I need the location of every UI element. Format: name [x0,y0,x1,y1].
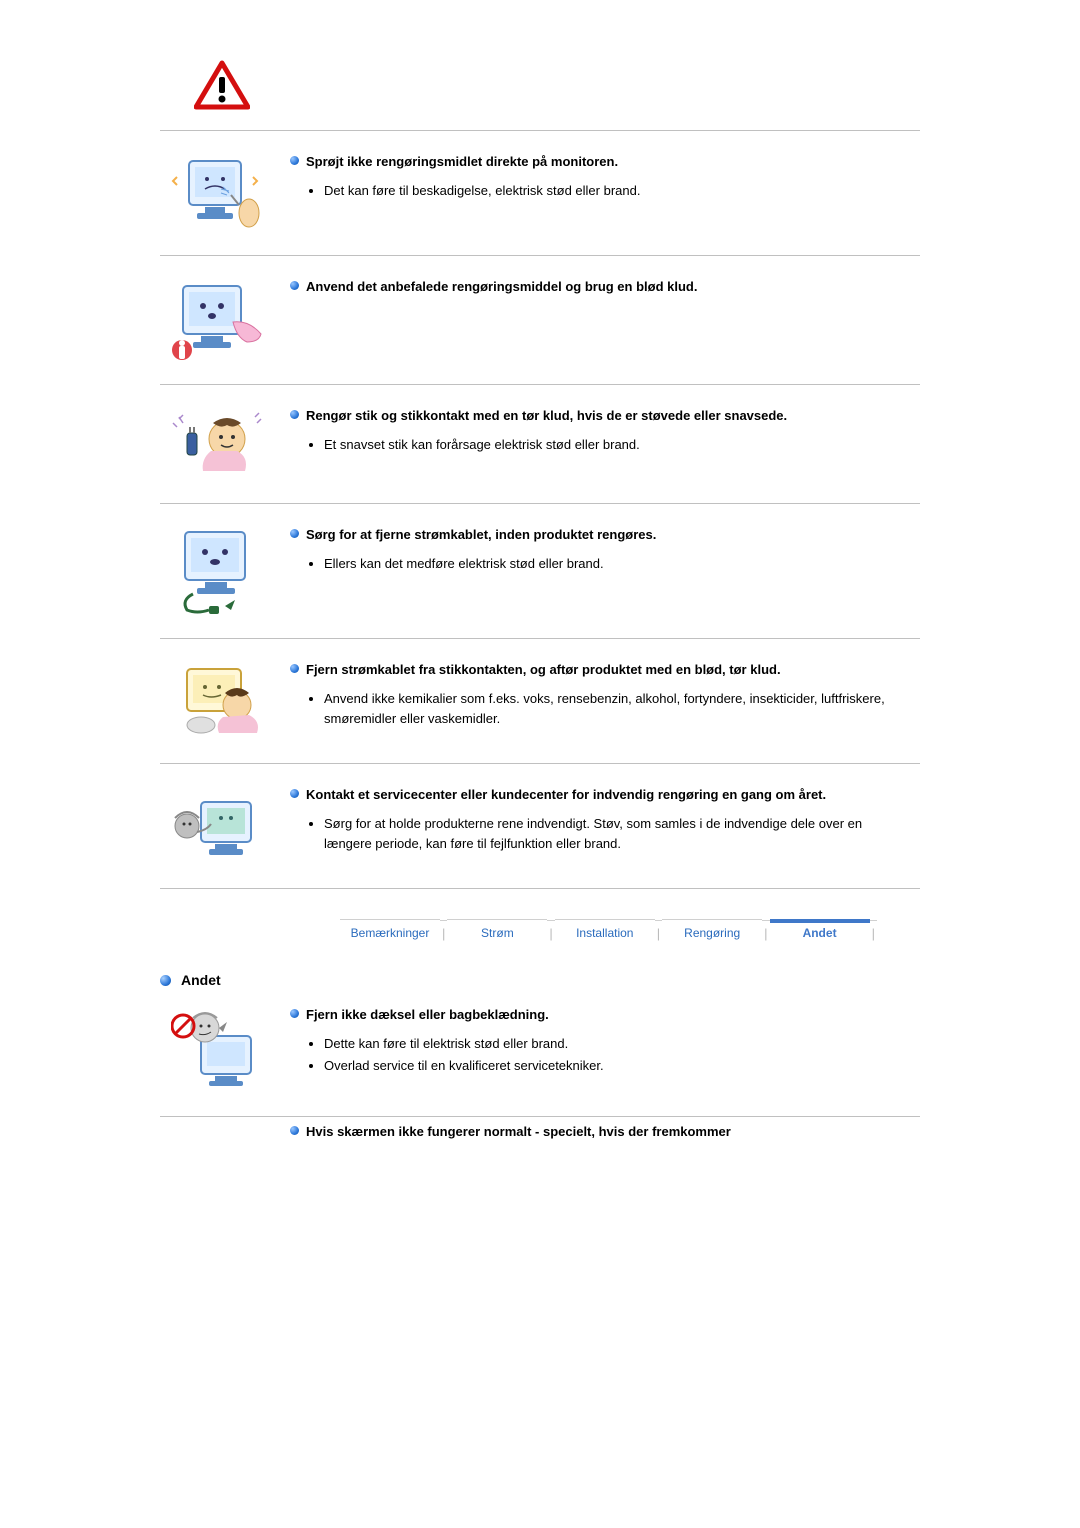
safety-section: Fjern strømkablet fra stikkontakten, og … [160,638,920,763]
tab-separator: | [762,920,769,946]
divider [160,1116,920,1117]
warning-triangle-icon [194,60,920,110]
no-cover-icon [171,1008,269,1088]
plug-clean-icon [171,409,269,481]
section-title: Fjern strømkablet fra stikkontakten, og … [290,661,890,679]
section-header-label: Andet [181,972,221,988]
section-title: Hvis skærmen ikke fungerer normalt - spe… [290,1123,890,1141]
section-item: Dette kan føre til elektrisk stød eller … [324,1034,890,1054]
cloth-monitor-icon [171,280,269,362]
service-clean-icon [171,788,269,866]
tab-separator: | [655,920,662,946]
section-item: Et snavset stik kan forårsage elektrisk … [324,435,890,455]
section-title: Fjern ikke dæksel eller bagbeklædning. [290,1006,890,1024]
section-item: Sørg for at holde produkterne rene indve… [324,814,890,853]
section-title: Kontakt et servicecenter eller kundecent… [290,786,890,804]
safety-section: Kontakt et servicecenter eller kundecent… [160,763,920,889]
safety-section: Sørg for at fjerne strømkablet, inden pr… [160,503,920,638]
tab-rengoring[interactable]: Rengøring [662,919,762,946]
tab-bemaerkninger[interactable]: Bemærkninger [340,919,440,946]
spray-monitor-icon [171,155,269,233]
tab-installation[interactable]: Installation [555,919,655,946]
section-header-andet: Andet [160,972,920,988]
safety-section: Fjern ikke dæksel eller bagbeklædning. D… [160,1002,920,1110]
section-title: Sørg for at fjerne strømkablet, inden pr… [290,526,890,544]
section-title: Sprøjt ikke rengøringsmidlet direkte på … [290,153,890,171]
bullet-icon [160,975,171,986]
trailing-section: Hvis skærmen ikke fungerer normalt - spe… [280,1123,920,1141]
safety-section: Sprøjt ikke rengøringsmidlet direkte på … [160,130,920,255]
section-title: Anvend det anbefalede rengøringsmiddel o… [290,278,890,296]
section-item: Anvend ikke kemikalier som f.eks. voks, … [324,689,890,728]
section-item: Overlad service til en kvalificeret serv… [324,1056,890,1076]
tab-andet[interactable]: Andet [770,919,870,946]
section-title: Rengør stik og stikkontakt med en tør kl… [290,407,890,425]
safety-section: Anvend det anbefalede rengøringsmiddel o… [160,255,920,384]
tab-separator: | [870,920,877,946]
section-item: Ellers kan det medføre elektrisk stød el… [324,554,890,574]
tab-strom[interactable]: Strøm [447,919,547,946]
safety-section: Rengør stik og stikkontakt med en tør kl… [160,384,920,503]
wipe-monitor-icon [171,663,269,741]
remove-cord-icon [171,528,269,616]
tab-separator: | [440,920,447,946]
tab-separator: | [547,920,554,946]
tab-bar: Bemærkninger | Strøm | Installation | Re… [340,919,920,946]
section-item: Det kan føre til beskadigelse, elektrisk… [324,181,890,201]
